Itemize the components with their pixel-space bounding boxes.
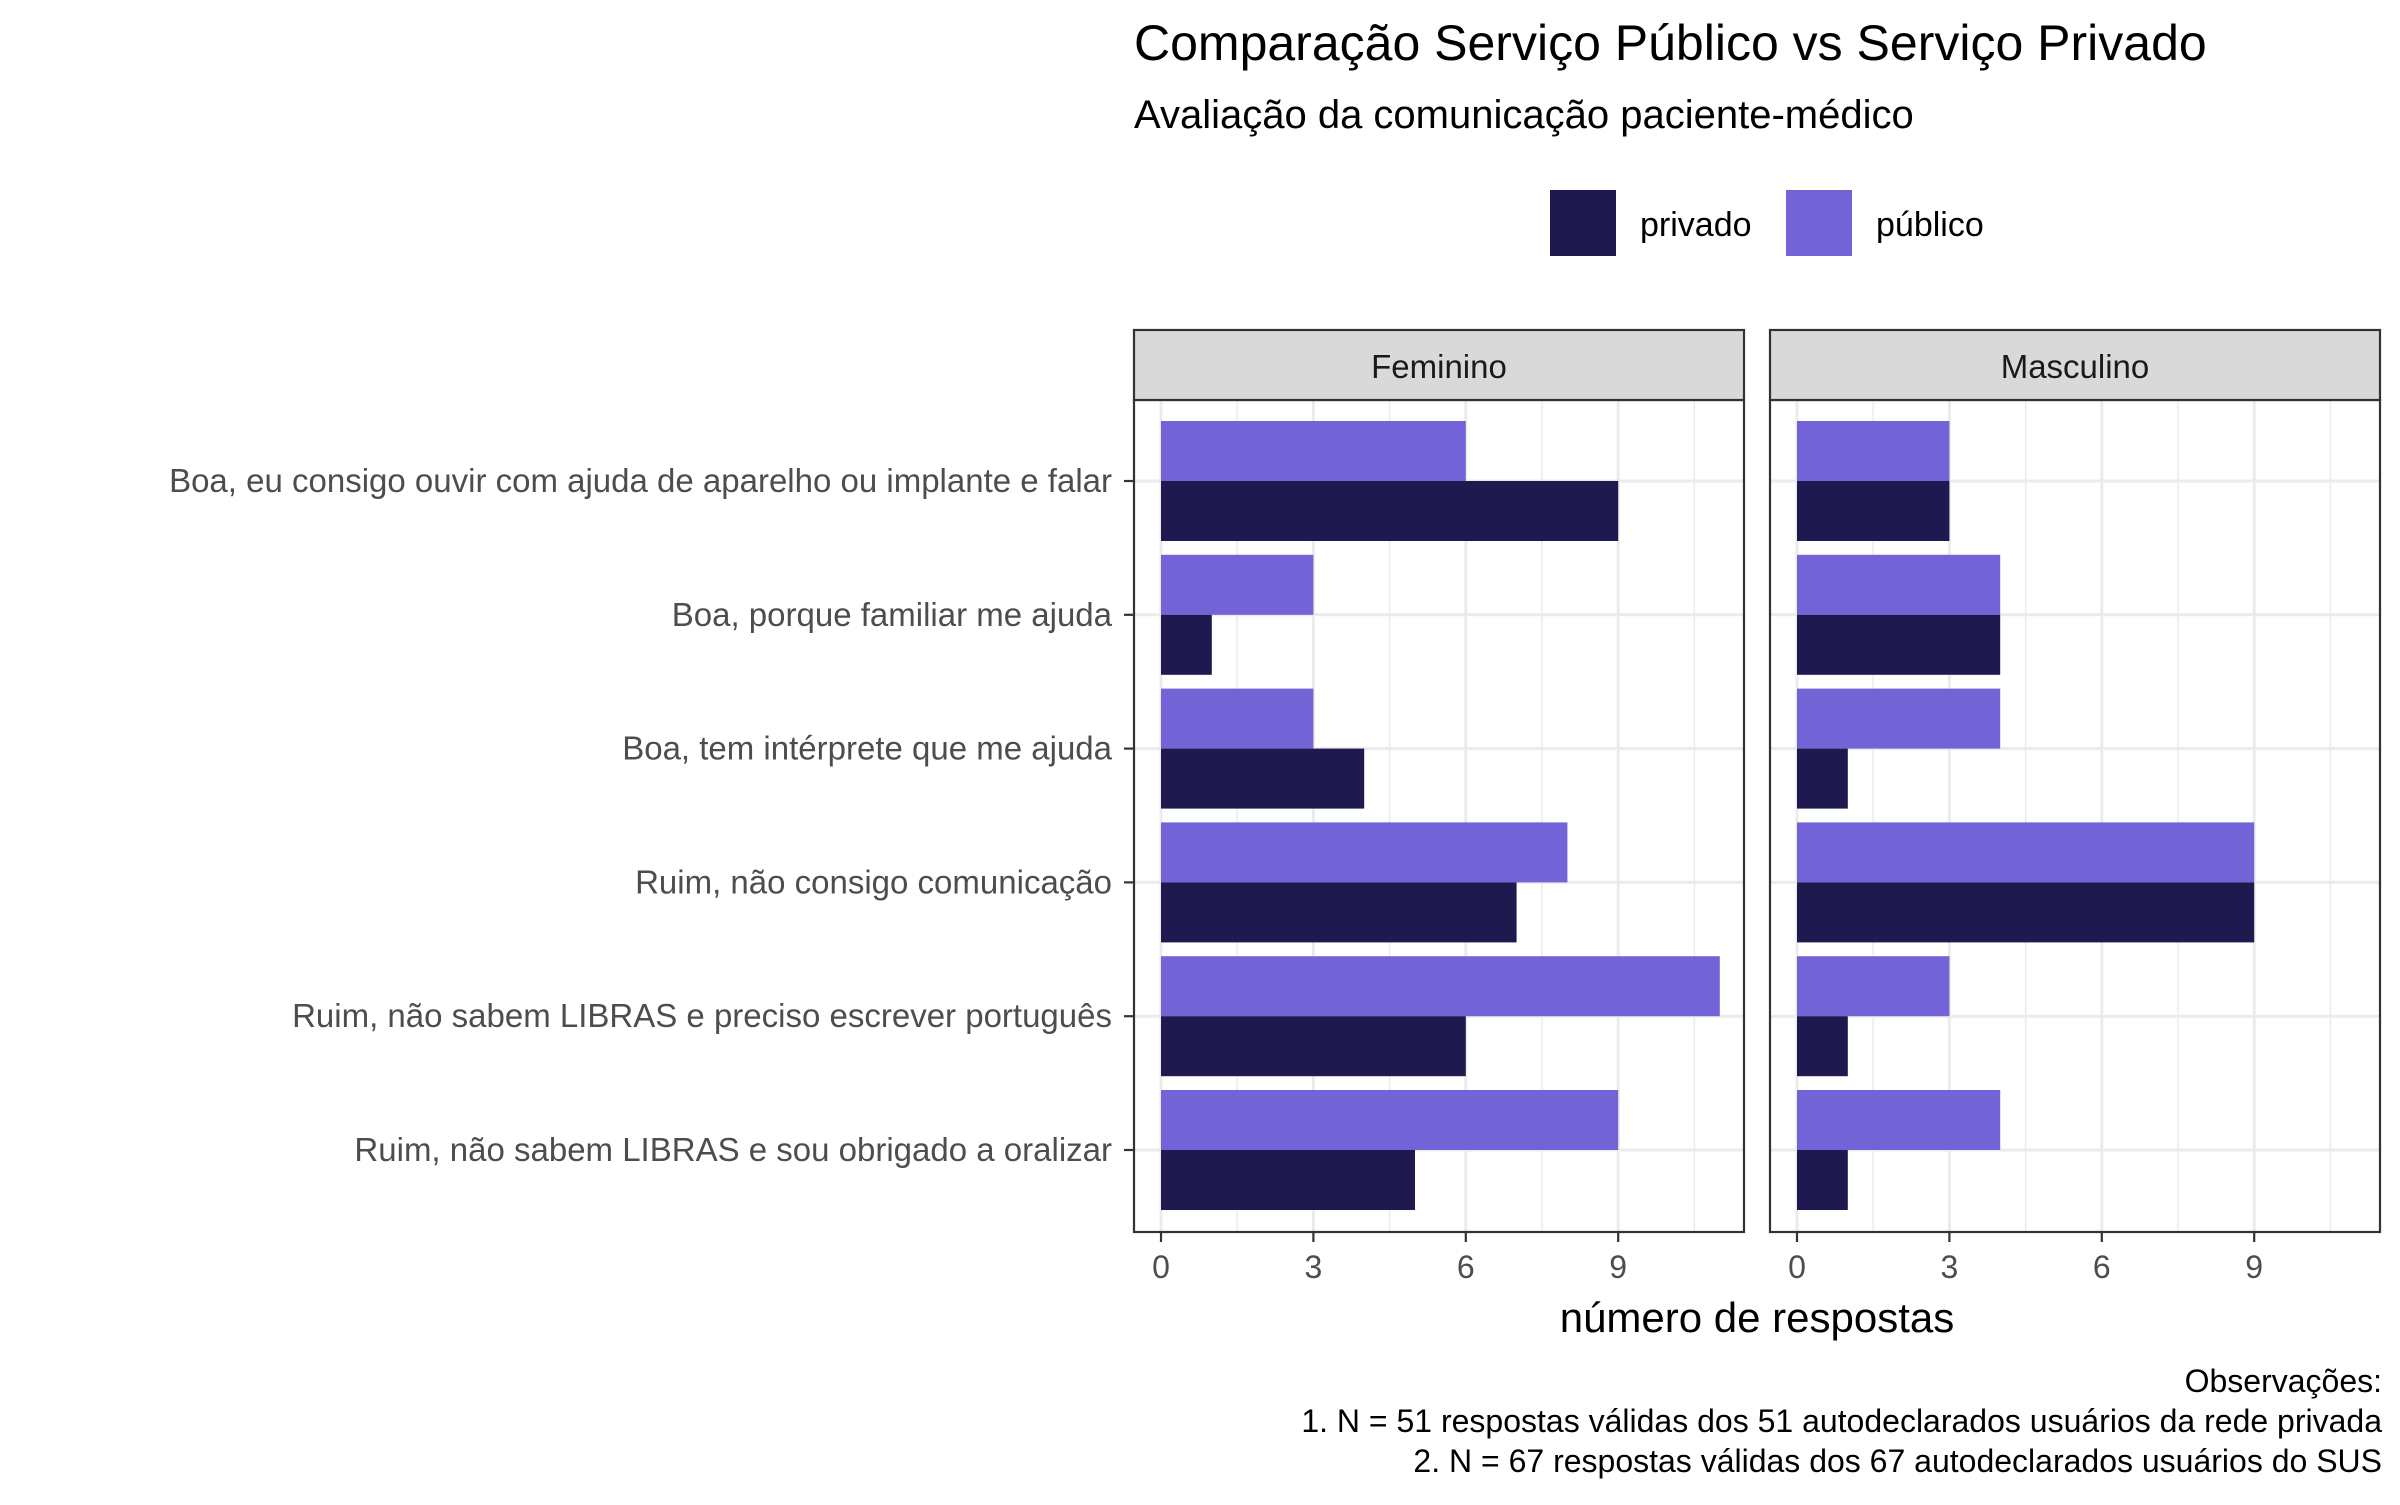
bar-privado — [1161, 1016, 1466, 1077]
caption-line: 1. N = 51 respostas válidas dos 51 autod… — [1301, 1403, 2382, 1439]
x-tick-label: 0 — [1152, 1249, 1170, 1285]
bar-privado — [1161, 614, 1212, 675]
bar-publico — [1797, 554, 2001, 615]
bar-publico — [1161, 688, 1314, 749]
x-tick-label: 9 — [2245, 1249, 2263, 1285]
category-label: Boa, porque familiar me ajuda — [672, 596, 1113, 633]
bar-privado — [1797, 1150, 1848, 1210]
bar-publico — [1797, 956, 1950, 1017]
legend-label-publico: público — [1876, 206, 1984, 244]
bar-publico — [1797, 421, 1950, 481]
legend-label-privado: privado — [1640, 206, 1752, 244]
category-label: Boa, tem intérprete que me ajuda — [622, 730, 1112, 767]
category-label: Ruim, não sabem LIBRAS e sou obrigado a … — [354, 1131, 1112, 1168]
facet-label: Masculino — [2001, 348, 2150, 385]
legend-swatch-publico — [1786, 190, 1852, 256]
bar-privado — [1797, 882, 2255, 943]
x-tick-label: 9 — [1609, 1249, 1627, 1285]
bar-privado — [1161, 748, 1365, 809]
category-label: Ruim, não consigo comunicação — [635, 863, 1112, 900]
legend-swatch-privado — [1550, 190, 1616, 256]
bar-privado — [1797, 1016, 1848, 1077]
bar-privado — [1161, 882, 1517, 943]
bar-privado — [1797, 748, 1848, 809]
x-tick-label: 6 — [1457, 1249, 1475, 1285]
bar-privado — [1161, 1150, 1415, 1210]
bar-publico — [1161, 1090, 1619, 1150]
category-label: Ruim, não sabem LIBRAS e preciso escreve… — [292, 997, 1112, 1034]
bar-privado — [1797, 614, 2001, 675]
facet-strip — [1132, 328, 1746, 402]
chart-title: Comparação Serviço Público vs Serviço Pr… — [1134, 15, 2207, 71]
caption-line: Observações: — [2185, 1363, 2382, 1399]
bar-publico — [1797, 1090, 2001, 1150]
facet-strip — [1768, 328, 2382, 402]
chart-subtitle: Avaliação da comunicação paciente-médico — [1134, 93, 1914, 137]
bar-publico — [1797, 688, 2001, 749]
x-tick-label: 6 — [2093, 1249, 2111, 1285]
bar-publico — [1161, 554, 1314, 615]
bar-privado — [1797, 481, 1950, 541]
category-label: Boa, eu consigo ouvir com ajuda de apare… — [169, 462, 1112, 499]
bar-privado — [1161, 481, 1619, 541]
x-axis-title: número de respostas — [1560, 1294, 1955, 1341]
x-tick-label: 3 — [1305, 1249, 1323, 1285]
x-tick-label: 0 — [1788, 1249, 1806, 1285]
bar-publico — [1161, 822, 1568, 883]
facet-label: Feminino — [1371, 348, 1507, 385]
caption-line: 2. N = 67 respostas válidas dos 67 autod… — [1413, 1443, 2382, 1479]
bar-publico — [1161, 421, 1466, 481]
x-tick-label: 3 — [1941, 1249, 1959, 1285]
bar-publico — [1797, 822, 2255, 883]
bar-publico — [1161, 956, 1720, 1017]
